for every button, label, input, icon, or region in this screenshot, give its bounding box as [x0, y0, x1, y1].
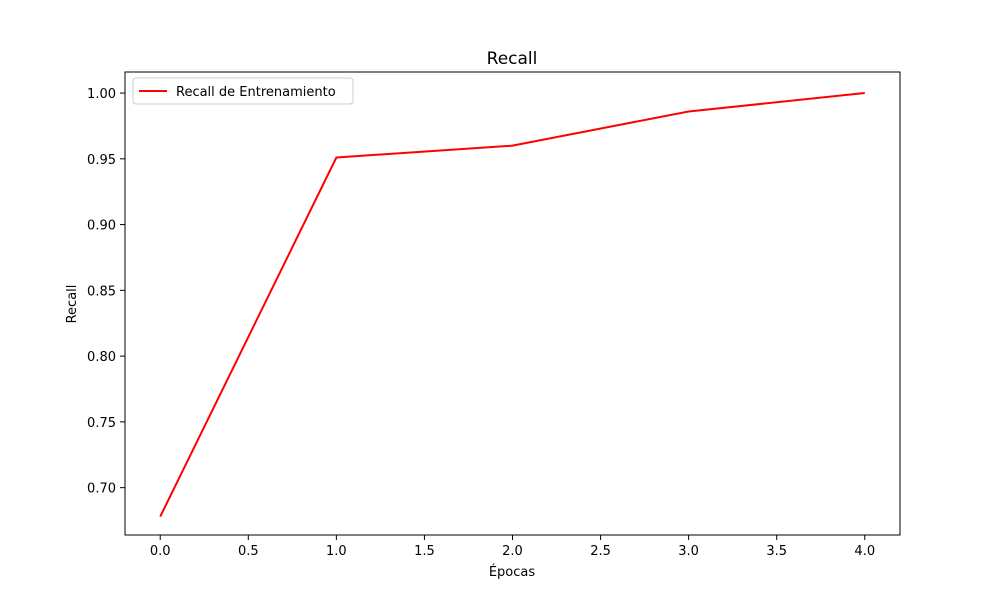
series-line-recall — [159, 92, 865, 518]
x-tick-label: 3.0 — [678, 544, 699, 559]
x-tick-label: 2.0 — [502, 544, 523, 559]
legend-box — [132, 77, 354, 105]
y-axis-label: Recall — [65, 285, 80, 324]
y-tick-label: 0.75 — [87, 416, 116, 431]
x-tick-label: 1.0 — [326, 544, 347, 559]
x-tick-label: 3.5 — [766, 544, 787, 559]
x-tick-label: 2.5 — [590, 544, 611, 559]
y-tick-label: 0.70 — [87, 482, 116, 497]
y-axis-ticks: 0.70 0.75 0.80 0.85 0.90 0.95 1.00 — [87, 87, 125, 497]
y-tick-label: 1.00 — [87, 87, 116, 102]
y-tick-label: 0.95 — [87, 153, 116, 168]
x-axis-label: Épocas — [489, 564, 536, 580]
x-axis-ticks: 0.0 0.5 1.0 1.5 2.0 2.5 3.0 3.5 4.0 — [150, 535, 875, 559]
legend-label: Recall de Entrenamiento — [176, 85, 336, 100]
series-layer — [159, 92, 865, 518]
x-tick-label: 0.0 — [150, 544, 171, 559]
chart-title: Recall — [487, 49, 538, 69]
x-tick-label: 0.5 — [238, 544, 259, 559]
x-tick-label: 1.5 — [414, 544, 435, 559]
y-tick-label: 0.90 — [87, 219, 116, 234]
x-tick-label: 4.0 — [854, 544, 875, 559]
y-tick-label: 0.80 — [87, 350, 116, 365]
y-tick-label: 0.85 — [87, 284, 116, 299]
legend: Recall de Entrenamiento — [132, 77, 354, 105]
